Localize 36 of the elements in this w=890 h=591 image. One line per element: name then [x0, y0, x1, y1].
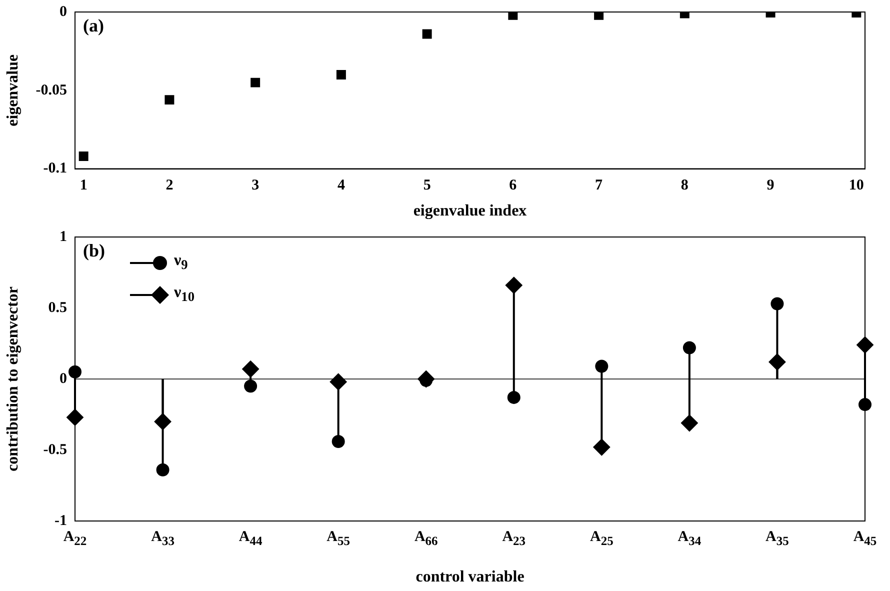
y-tick-label: 0: [60, 370, 67, 387]
x-tick-label: A$_{33}$: [151, 529, 174, 549]
y-tick-label: -1: [54, 512, 67, 529]
x-tick-label: A$_{25}$: [590, 529, 614, 549]
x-tick-label: 3: [252, 178, 260, 194]
x-tick-label: A$_{44}$: [238, 529, 262, 549]
x-tick-label: 2: [166, 178, 174, 194]
x-tick-label: A$_{23}$: [502, 529, 526, 549]
x-tick-label: 6: [509, 178, 518, 194]
y-axis-title: eigenvalue: [4, 54, 22, 126]
y-tick-label: 0.5: [48, 300, 67, 316]
x-tick-label: A$_{35}$: [766, 529, 789, 549]
x-tick-label: A$_{22}$: [63, 529, 87, 549]
x-axis-title: eigenvalue index: [413, 202, 527, 220]
x-tick-label: A$_{34}$: [678, 529, 702, 549]
y-tick-label: 0: [60, 4, 67, 20]
x-tick-label: A$_{66}$: [414, 529, 438, 549]
x-tick-label: A$_{45}$: [853, 529, 877, 549]
y-axis-title: contribution to eigenvector: [4, 286, 22, 472]
annotation: (b): [83, 240, 106, 261]
y-tick-label: -0.5: [43, 442, 67, 458]
annotation: (a): [83, 16, 104, 36]
x-axis-title: control variable: [416, 568, 524, 586]
x-tick-label: 10: [848, 178, 864, 194]
x-tick-label: 8: [680, 178, 688, 194]
legend-label: ν$_{9}$: [174, 252, 188, 274]
legend-label: ν$_{10}$: [174, 284, 194, 306]
x-tick-label: 4: [337, 178, 346, 194]
y-tick-label: 1: [60, 228, 67, 245]
x-tick-label: 9: [766, 178, 774, 194]
x-tick-label: 5: [423, 178, 431, 194]
y-tick-label: -0.1: [43, 160, 67, 177]
x-tick-label: A$_{55}$: [326, 529, 350, 549]
x-tick-label: 7: [595, 178, 604, 194]
y-tick-label: -0.05: [36, 82, 67, 98]
x-tick-label: 1: [80, 178, 88, 194]
